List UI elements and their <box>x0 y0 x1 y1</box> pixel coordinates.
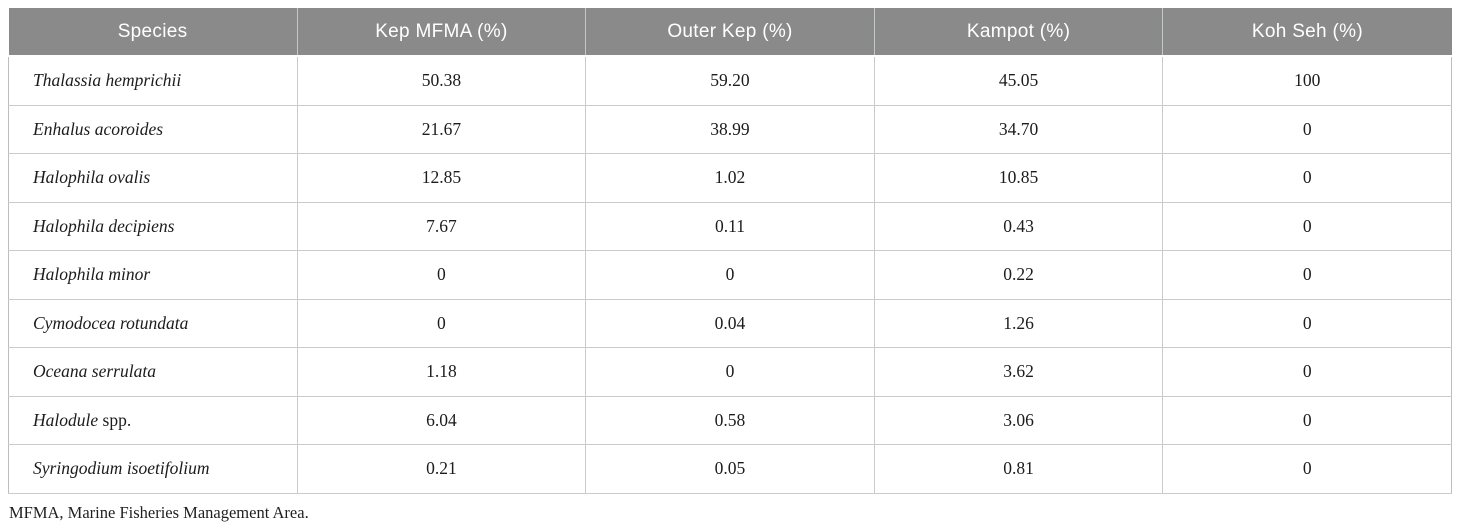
species-name: Oceana serrulata <box>33 361 156 382</box>
value-cell: 0 <box>296 298 587 348</box>
table-row: Syringodium isoetifolium 0.21 0.05 0.81 … <box>8 444 1452 494</box>
value-cell: 0 <box>1162 104 1452 154</box>
value-cell: 0 <box>1162 347 1452 397</box>
value-cell: 38.99 <box>585 104 875 154</box>
value-cell: 3.06 <box>873 395 1164 445</box>
species-cell: Thalassia hemprichii <box>8 55 298 106</box>
value-cell: 0 <box>1162 201 1452 251</box>
seagrass-species-table: Species Kep MFMA (%) Outer Kep (%) Kampo… <box>8 8 1452 494</box>
value-cell: 34.70 <box>873 104 1164 154</box>
species-cell: Enhalus acoroides <box>8 104 298 154</box>
value-cell: 3.62 <box>873 347 1164 397</box>
value-cell: 0 <box>585 250 875 300</box>
header-cell-species: Species <box>8 8 298 57</box>
species-cell: Oceana serrulata <box>8 347 298 397</box>
value-cell: 0.58 <box>585 395 875 445</box>
table-row: Halodule spp. 6.04 0.58 3.06 0 <box>8 395 1452 445</box>
value-cell: 1.18 <box>296 347 587 397</box>
table-row: Oceana serrulata 1.18 0 3.62 0 <box>8 347 1452 397</box>
species-name: Cymodocea rotundata <box>33 312 189 333</box>
species-name: Halophila minor <box>33 264 151 285</box>
table-footnote: MFMA, Marine Fisheries Management Area. <box>9 502 309 522</box>
value-cell: 0 <box>1162 250 1452 300</box>
species-cell: Halophila ovalis <box>8 153 298 203</box>
value-cell: 45.05 <box>873 55 1164 106</box>
species-cell: Syringodium isoetifolium <box>8 444 298 494</box>
value-cell: 0 <box>1162 298 1452 348</box>
value-cell: 0 <box>1162 153 1452 203</box>
species-name: Syringodium isoetifolium <box>33 458 210 479</box>
species-cell: Halodule spp. <box>8 395 298 445</box>
value-cell: 0 <box>585 347 875 397</box>
value-cell: 0.81 <box>873 444 1164 494</box>
value-cell: 6.04 <box>296 395 587 445</box>
table-row: Cymodocea rotundata 0 0.04 1.26 0 <box>8 298 1452 348</box>
species-name: Halophila ovalis <box>33 167 151 188</box>
value-cell: 0.22 <box>873 250 1164 300</box>
table-header-row: Species Kep MFMA (%) Outer Kep (%) Kampo… <box>8 8 1452 57</box>
value-cell: 100 <box>1162 55 1452 106</box>
value-cell: 0.43 <box>873 201 1164 251</box>
value-cell: 0.21 <box>296 444 587 494</box>
table-row: Halophila ovalis 12.85 1.02 10.85 0 <box>8 153 1452 203</box>
value-cell: 1.26 <box>873 298 1164 348</box>
value-cell: 0 <box>1162 395 1452 445</box>
species-cell: Halophila minor <box>8 250 298 300</box>
header-cell-outer-kep: Outer Kep (%) <box>585 8 875 57</box>
table-row: Thalassia hemprichii 50.38 59.20 45.05 1… <box>8 55 1452 106</box>
value-cell: 0 <box>1162 444 1452 494</box>
header-cell-koh-seh: Koh Seh (%) <box>1162 8 1452 57</box>
value-cell: 21.67 <box>296 104 587 154</box>
table-row: Halophila decipiens 7.67 0.11 0.43 0 <box>8 201 1452 251</box>
species-cell: Halophila decipiens <box>8 201 298 251</box>
value-cell: 0.05 <box>585 444 875 494</box>
value-cell: 10.85 <box>873 153 1164 203</box>
value-cell: 0.04 <box>585 298 875 348</box>
species-name: Thalassia hemprichii <box>33 70 182 91</box>
header-cell-kep-mfma: Kep MFMA (%) <box>296 8 586 57</box>
value-cell: 0.11 <box>585 201 875 251</box>
value-cell: 0 <box>296 250 587 300</box>
value-cell: 7.67 <box>296 201 587 251</box>
table-row: Halophila minor 0 0 0.22 0 <box>8 250 1452 300</box>
species-name: Halodule <box>33 409 99 430</box>
species-name-suffix: spp. <box>98 409 132 430</box>
value-cell: 59.20 <box>585 55 875 106</box>
species-cell: Cymodocea rotundata <box>8 298 298 348</box>
table-row: Enhalus acoroides 21.67 38.99 34.70 0 <box>8 104 1452 154</box>
value-cell: 1.02 <box>585 153 875 203</box>
value-cell: 12.85 <box>296 153 587 203</box>
species-name: Halophila decipiens <box>33 215 175 236</box>
header-cell-kampot: Kampot (%) <box>873 8 1163 57</box>
species-name: Enhalus acoroides <box>33 118 164 139</box>
value-cell: 50.38 <box>296 55 587 106</box>
